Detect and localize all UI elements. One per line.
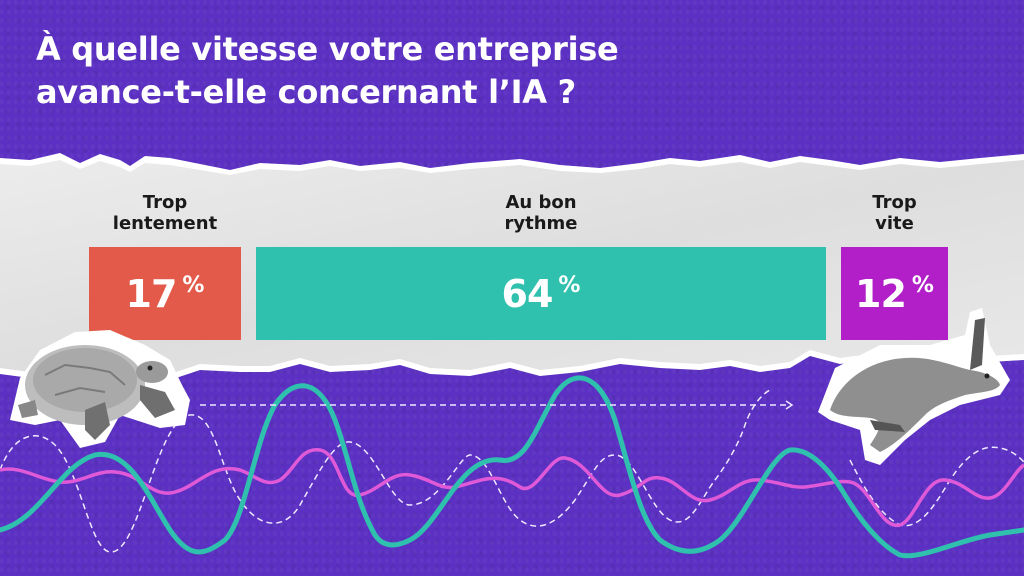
bar-slow: 17 %: [89, 247, 241, 340]
pink-wave: [0, 448, 1024, 527]
unit-fast: %: [911, 273, 934, 298]
dashed-wave: [0, 389, 771, 553]
label-line: vite: [875, 213, 914, 234]
category-label-fast: Trop vite: [841, 192, 948, 234]
label-line: rythme: [504, 213, 578, 234]
value-right-pace: 64: [501, 271, 554, 316]
unit-slow: %: [182, 273, 205, 298]
value-fast: 12: [855, 271, 907, 316]
value-slow: 17: [125, 271, 178, 316]
label-line: Trop: [142, 192, 188, 213]
page-title: À quelle vitesse votre entreprise avance…: [36, 28, 619, 114]
title-line-2: avance-t-elle concernant l’IA ?: [36, 73, 576, 111]
teal-wave: [0, 375, 1024, 559]
category-label-right-pace: Au bon rythme: [256, 192, 826, 234]
unit-right-pace: %: [558, 273, 581, 298]
arrow-head-icon: [785, 400, 794, 410]
title-line-1: À quelle vitesse votre entreprise: [36, 30, 619, 68]
bar-right-pace: 64 %: [256, 247, 826, 340]
bar-fast: 12 %: [841, 247, 948, 340]
category-label-slow: Trop lentement: [89, 192, 241, 234]
label-line: lentement: [112, 213, 218, 234]
label-line: Trop: [872, 192, 917, 213]
label-line: Au bon: [505, 192, 577, 213]
